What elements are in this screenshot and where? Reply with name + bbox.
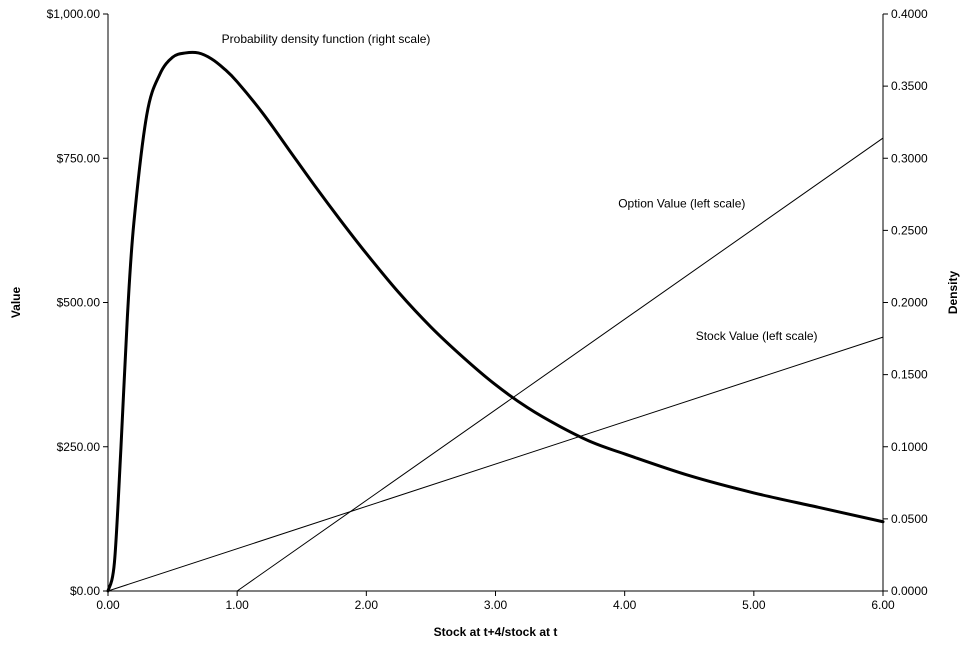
pdf-annotation: Probability density function (right scal… — [222, 32, 431, 46]
right-y-tick-label: 0.0000 — [891, 584, 928, 598]
stock-value-annotation: Stock Value (left scale) — [696, 329, 818, 343]
series-layer — [106, 50, 885, 593]
left-y-tick-label: $500.00 — [57, 296, 101, 310]
right-y-tick-label: 0.3000 — [891, 151, 928, 165]
x-tick-label: 0.00 — [96, 598, 120, 612]
x-tick-label: 4.00 — [613, 598, 637, 612]
x-tick-label: 1.00 — [225, 598, 249, 612]
x-tick-label: 3.00 — [484, 598, 508, 612]
option-value-annotation: Option Value (left scale) — [618, 196, 745, 210]
left-y-tick-label: $0.00 — [70, 584, 100, 598]
axes-layer: 0.00 1.00 2.00 3.00 4.00 5.00 6.00 $0.00 $250.00… — [47, 7, 928, 612]
right-y-axis-title: Density — [946, 271, 960, 315]
right-y-tick-label: 0.0500 — [891, 512, 928, 526]
right-y-tick-label: 0.1000 — [891, 440, 928, 454]
right-y-tick-label: 0.1500 — [891, 368, 928, 382]
right-y-tick-label: 0.3500 — [891, 79, 928, 93]
left-y-tick-label: $1,000.00 — [47, 7, 101, 21]
option-value-line — [236, 137, 884, 592]
x-tick-label: 6.00 — [871, 598, 895, 612]
left-y-tick-label: $250.00 — [57, 440, 101, 454]
stock-value-line — [107, 336, 884, 592]
right-y-tick-label: 0.4000 — [891, 7, 928, 21]
left-y-axis-title: Value — [9, 287, 23, 319]
x-tick-label: 5.00 — [742, 598, 766, 612]
right-y-tick-label: 0.2000 — [891, 296, 928, 310]
annotation-layer: Probability density function (right scal… — [222, 32, 818, 343]
x-tick-label: 2.00 — [355, 598, 379, 612]
pdf-curve — [106, 50, 885, 593]
left-y-tick-label: $750.00 — [57, 151, 101, 165]
x-axis-title: Stock at t+4/stock at t — [434, 625, 558, 639]
right-y-tick-label: 0.2500 — [891, 223, 928, 237]
